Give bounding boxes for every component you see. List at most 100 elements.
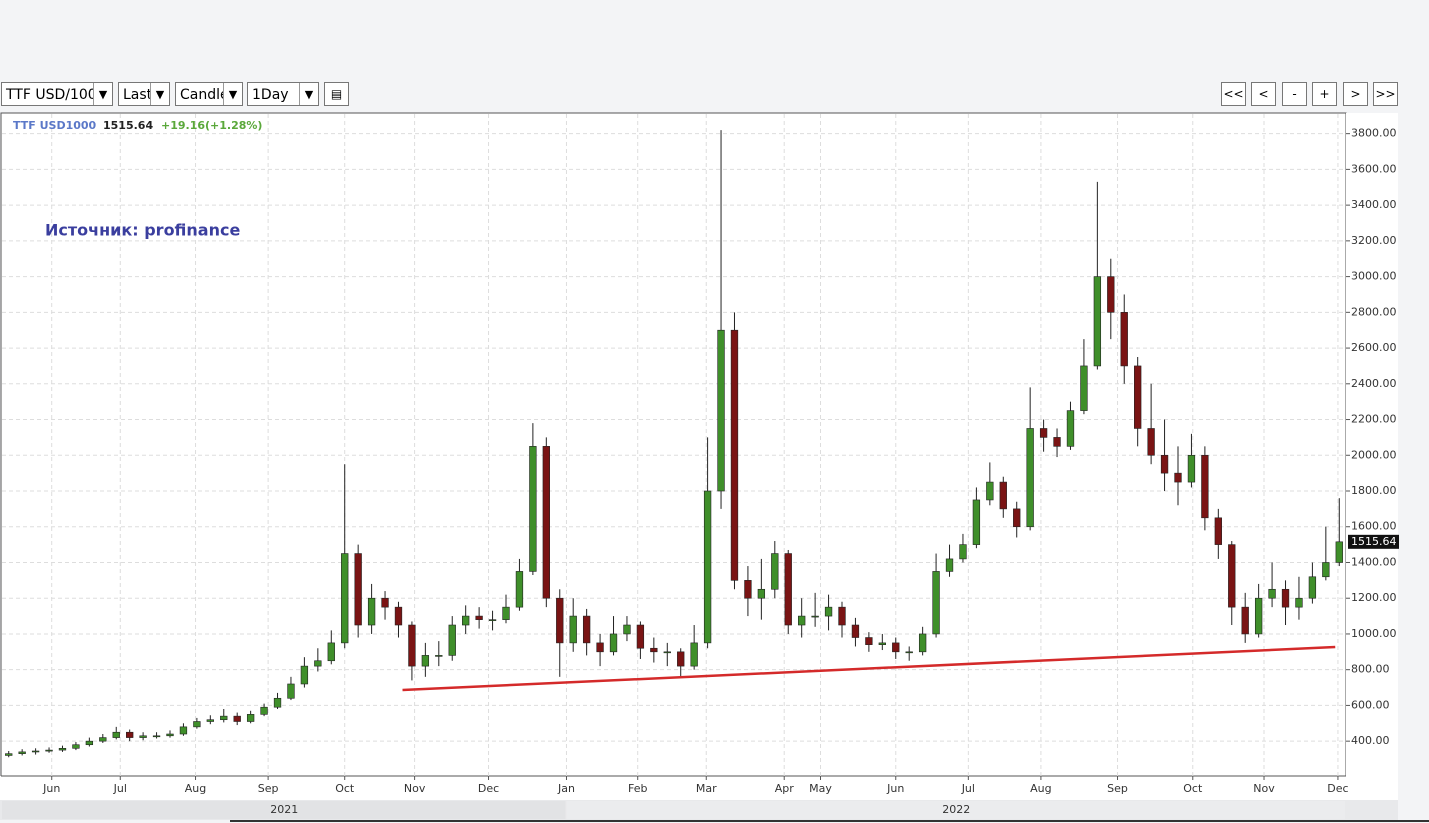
arrow: ▼ <box>223 83 242 105</box>
symbol-dropdown[interactable]: TTF USD/1000 ▼ <box>1 82 113 106</box>
candle-body <box>31 750 40 753</box>
price: Last <box>123 87 153 103</box>
candle-body <box>529 446 537 572</box>
y-tick-label: 2000.00 <box>1351 448 1397 461</box>
candle-body <box>515 571 524 608</box>
candle-body <box>717 329 725 492</box>
candle-body <box>824 606 833 617</box>
candle-body <box>623 624 631 635</box>
candle-body <box>677 651 685 667</box>
candle-body <box>690 642 698 667</box>
table-button[interactable]: ▤ <box>324 82 349 106</box>
candle-body <box>381 597 389 608</box>
y-tick-label: 800.00 <box>1351 663 1390 676</box>
x-tick-label: Jul <box>113 782 127 795</box>
candle-body <box>972 499 981 545</box>
price-dropdown[interactable]: Last ▼ <box>118 82 170 106</box>
candle-body <box>300 665 309 685</box>
nav-button[interactable]: < <box>1251 82 1276 106</box>
candle-body <box>1187 454 1196 483</box>
candle-body <box>394 606 403 626</box>
legend-last: 1515.64 <box>103 119 153 132</box>
period-dropdown[interactable]: 1Day ▼ <box>247 82 319 106</box>
candle-body <box>1013 508 1021 528</box>
candle-body <box>569 615 577 644</box>
x-tick-label: Nov <box>404 782 426 795</box>
candle-body <box>959 544 967 560</box>
candle-body <box>636 624 645 649</box>
candle-body <box>18 751 26 754</box>
candle-body <box>1322 562 1330 578</box>
candle-body <box>354 553 362 626</box>
candle-body <box>932 571 940 635</box>
nav-button[interactable]: >> <box>1373 82 1398 106</box>
candle-body <box>435 655 443 657</box>
x-tick-label: Jul <box>961 782 975 795</box>
candle-body <box>421 655 430 667</box>
y-tick-label: 2200.00 <box>1351 413 1397 426</box>
x-tick-label: Jan <box>557 782 575 795</box>
x-tick-label: Feb <box>628 782 647 795</box>
candle-body <box>1281 588 1290 608</box>
candle-body <box>1093 276 1102 367</box>
last-price-label: 1515.64 <box>1351 535 1397 548</box>
candle-body <box>166 733 174 737</box>
candle-body <box>5 753 13 756</box>
candle-body <box>287 683 295 699</box>
nav-button[interactable]: - <box>1282 82 1307 106</box>
candle-body <box>892 642 900 653</box>
symbol: TTF USD/1000 <box>6 87 106 103</box>
type-dropdown[interactable]: Candle ▼ <box>175 82 243 106</box>
candle-body <box>945 558 954 572</box>
source-annotation: Источник: profinance <box>45 221 240 240</box>
candle-body <box>408 624 416 667</box>
candle-body <box>1241 606 1249 635</box>
candle-body <box>1254 597 1263 635</box>
arrow: ▼ <box>93 83 112 105</box>
year-label: 2021 <box>270 803 298 816</box>
x-tick-label: Jun <box>42 782 60 795</box>
candle-body <box>757 588 766 599</box>
nav-button[interactable]: << <box>1221 82 1246 106</box>
candle-body <box>878 642 886 645</box>
candle-body <box>1066 410 1075 447</box>
y-tick-label: 3800.00 <box>1351 127 1397 140</box>
candle-body <box>905 651 913 654</box>
candle-body <box>152 735 161 738</box>
candle-body <box>220 715 228 721</box>
y-tick-label: 3400.00 <box>1351 198 1397 211</box>
candle-body <box>58 748 67 751</box>
candle-body <box>206 719 214 722</box>
x-tick-label: Mar <box>696 782 717 795</box>
candle-body <box>798 615 806 626</box>
candle-body <box>1295 597 1303 608</box>
candle-body <box>246 714 255 722</box>
arrow: ▼ <box>299 83 318 105</box>
candle-body <box>1080 365 1088 411</box>
candle-body <box>1308 576 1317 599</box>
legend-change: +19.16(+1.28%) <box>161 119 262 132</box>
candle-body <box>193 721 201 728</box>
candle-body <box>999 481 1007 510</box>
candle-body <box>462 615 470 626</box>
candle-body <box>1214 517 1222 545</box>
x-tick-label: May <box>809 782 832 795</box>
nav-button[interactable]: > <box>1343 82 1368 106</box>
x-tick-label: Apr <box>775 782 795 795</box>
y-tick-label: 1800.00 <box>1351 484 1397 497</box>
candle-body <box>1228 544 1236 608</box>
y-tick-label: 2800.00 <box>1351 305 1397 318</box>
candle-body <box>1160 454 1169 474</box>
nav-button[interactable]: + <box>1312 82 1337 106</box>
candle-body <box>811 615 819 618</box>
candle-body <box>72 744 80 749</box>
year-label: 2022 <box>942 803 970 816</box>
candle-body <box>703 490 712 644</box>
candle-body <box>596 642 604 653</box>
y-tick-label: 2400.00 <box>1351 377 1397 390</box>
candle-body <box>45 749 53 752</box>
candle-body <box>260 706 268 715</box>
candle-body <box>85 740 94 746</box>
candle-body <box>838 606 846 626</box>
